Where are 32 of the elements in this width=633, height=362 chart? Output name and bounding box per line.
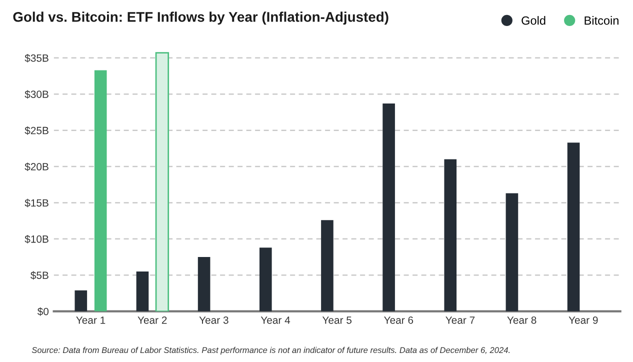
source-note: Source: Data from Bureau of Labor Statistics. Past performance is not an indicator of future results. Data as of December 6, 2024. — [32, 346, 510, 355]
x-tick-label: Year 9 — [568, 316, 598, 324]
y-tick-label: $25B — [24, 126, 48, 135]
x-tick-label: Year 8 — [507, 316, 536, 324]
x-tick-label: Year 6 — [384, 316, 414, 324]
y-tick-label: $5B — [30, 271, 48, 280]
bar — [259, 248, 272, 312]
y-tick-label: $30B — [24, 90, 48, 99]
bar — [74, 290, 88, 312]
y-tick-label: $10B — [24, 234, 48, 244]
bar — [155, 52, 170, 312]
legend-label: Bitcoin — [584, 16, 618, 25]
bar — [136, 272, 149, 312]
x-tick-label: Year 4 — [260, 316, 290, 324]
bar — [506, 193, 518, 312]
legend-label: Gold — [522, 16, 546, 25]
bar — [198, 257, 210, 312]
y-tick-label: $20B — [24, 162, 48, 172]
chart-title: Gold vs. Bitcoin: ETF Inflows by Year (Inflation-Adjusted) — [13, 12, 388, 25]
bar — [321, 220, 334, 312]
bar — [444, 159, 457, 312]
bar — [382, 104, 395, 312]
x-tick-label: Year 3 — [199, 316, 228, 324]
x-tick-label: Year 2 — [138, 316, 167, 324]
bar — [567, 142, 580, 312]
y-tick-label: $0 — [37, 307, 49, 316]
bar — [94, 70, 107, 312]
x-tick-label: Year 1 — [76, 316, 106, 324]
x-tick-label: Year 5 — [322, 316, 352, 324]
x-tick-label: Year 7 — [446, 316, 475, 324]
y-tick-label: $15B — [24, 198, 48, 208]
y-tick-label: $35B — [24, 54, 48, 62]
